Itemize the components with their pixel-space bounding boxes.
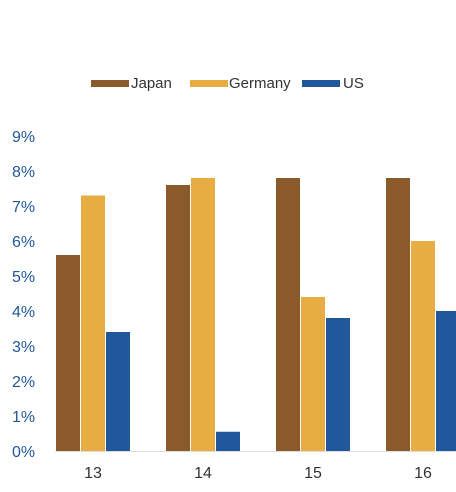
x-tick-label: 15 [304, 465, 322, 482]
bar-us-14 [216, 431, 240, 451]
bar-japan-16 [386, 178, 410, 451]
legend-item-germany: Germany [190, 75, 291, 92]
legend-label: Germany [229, 75, 291, 92]
chart-bars [56, 178, 456, 451]
x-tick-label: 14 [194, 465, 212, 482]
y-tick-label: 4% [12, 304, 35, 321]
bar-germany-16 [411, 241, 435, 451]
y-tick-label: 3% [12, 339, 35, 356]
chart-legend: Japan Germany US [91, 75, 364, 92]
y-tick-label: 7% [12, 199, 35, 216]
bar-us-15 [326, 318, 350, 451]
legend-label: US [343, 75, 364, 92]
bar-japan-13 [56, 255, 80, 451]
y-tick-label: 2% [12, 374, 35, 391]
x-tick-label: 16 [414, 465, 432, 482]
y-tick-label: 5% [12, 269, 35, 286]
x-tick-label: 13 [84, 465, 102, 482]
y-tick-label: 8% [12, 164, 35, 181]
legend-item-japan: Japan [91, 75, 172, 92]
x-axis: 13 14 15 16 [55, 451, 456, 482]
legend-swatch [91, 80, 129, 87]
bar-japan-14 [166, 185, 190, 451]
y-axis: 0% 1% 2% 3% 4% 5% 6% 7% 8% 9% [12, 129, 35, 461]
legend-item-us: US [302, 75, 364, 92]
bar-germany-14 [191, 178, 215, 451]
bar-germany-15 [301, 297, 325, 451]
legend-label: Japan [131, 75, 172, 92]
bar-germany-13 [81, 195, 105, 451]
y-tick-label: 6% [12, 234, 35, 251]
bar-us-16 [436, 311, 456, 451]
legend-swatch [302, 80, 340, 87]
y-tick-label: 9% [12, 129, 35, 146]
y-tick-label: 0% [12, 444, 35, 461]
bar-us-13 [106, 332, 130, 451]
y-tick-label: 1% [12, 409, 35, 426]
legend-swatch [190, 80, 228, 87]
bar-japan-15 [276, 178, 300, 451]
